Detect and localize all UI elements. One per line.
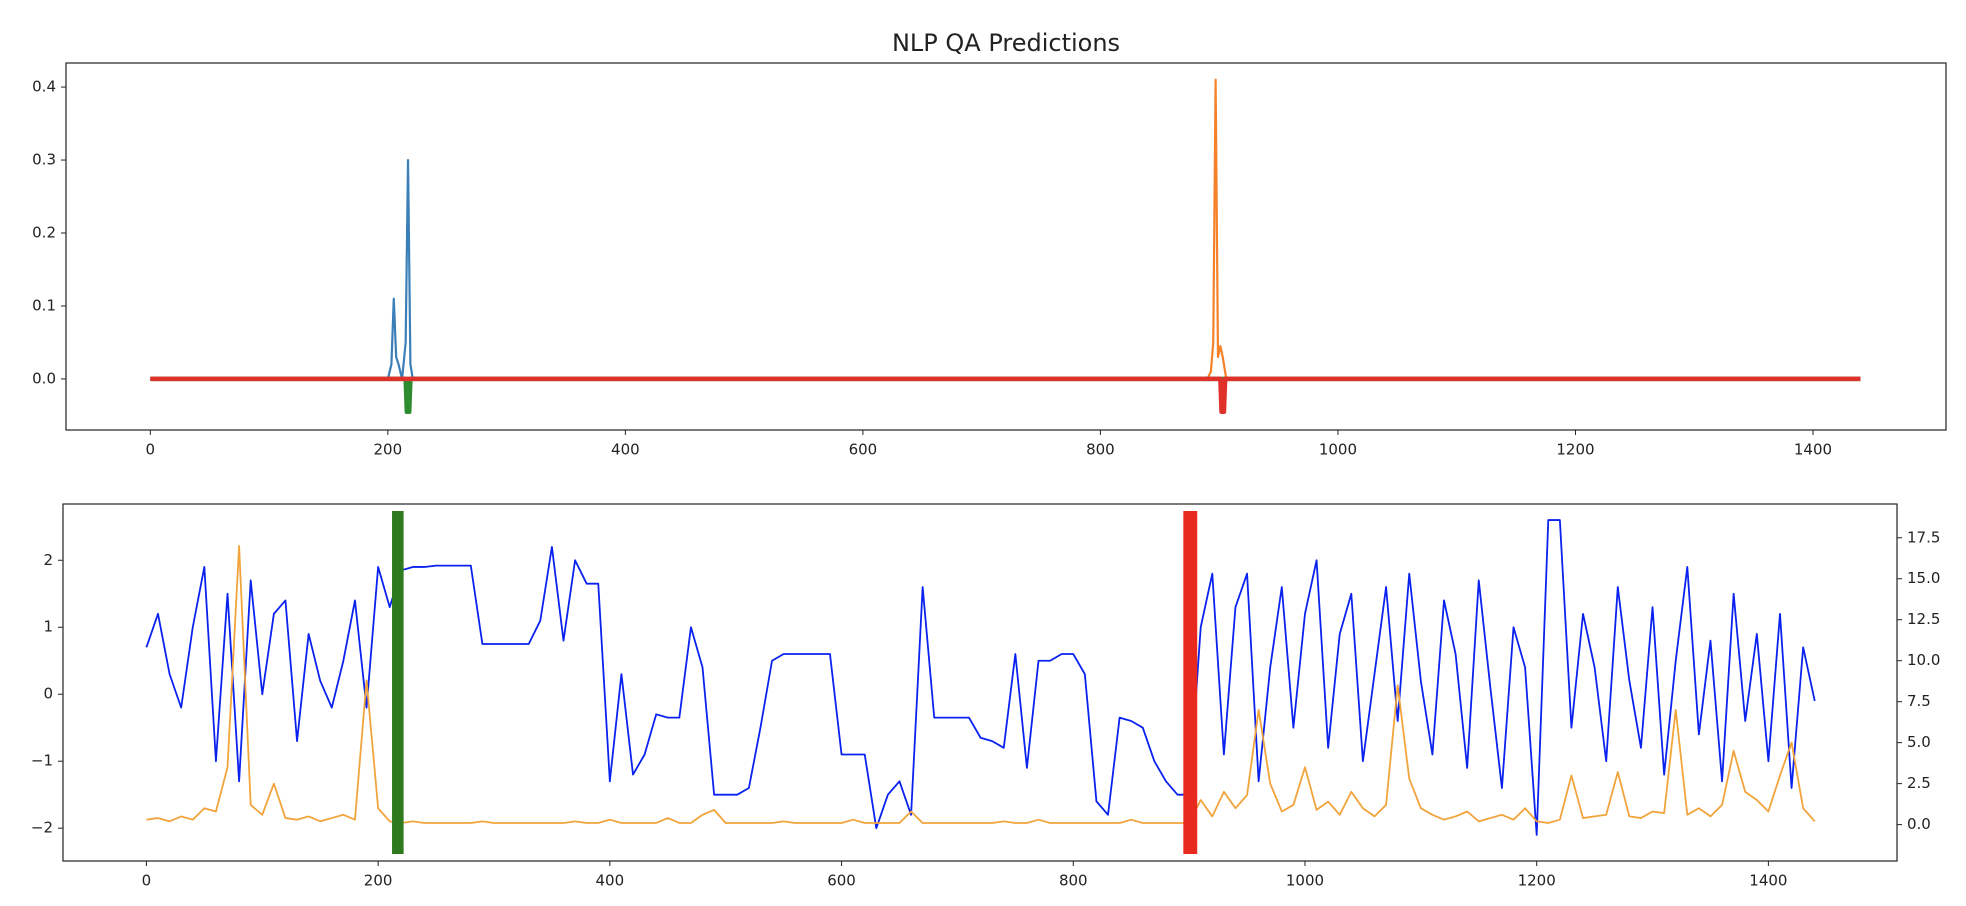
highlight-span — [1183, 511, 1198, 854]
highlight-span — [392, 511, 404, 854]
x-tick-label: 1400 — [1794, 441, 1832, 459]
y-tick-label: 0.3 — [32, 151, 56, 169]
y2-tick-label: 17.5 — [1907, 528, 1940, 546]
y2-tick-label: 7.5 — [1907, 692, 1931, 710]
plot-frame — [62, 503, 1898, 862]
y2-tick-label: 2.5 — [1907, 774, 1931, 792]
x-tick-label: 200 — [374, 441, 403, 459]
series-line — [150, 376, 1861, 415]
series-line — [146, 545, 1816, 824]
x-tick-label: 400 — [596, 872, 625, 890]
y-tick-label: 0.0 — [32, 369, 56, 387]
x-tick-label: 600 — [827, 872, 856, 890]
series-line — [150, 78, 1861, 381]
y-tick-label: 0.2 — [32, 224, 56, 242]
y-tick-label: 0.4 — [32, 78, 56, 96]
x-tick-label: 0 — [146, 441, 156, 459]
y2-tick-label: 10.0 — [1907, 651, 1940, 669]
y-tick-label: 0.1 — [32, 296, 56, 314]
y-tick-label: −1 — [31, 752, 53, 770]
x-tick-label: 400 — [611, 441, 640, 459]
x-tick-label: 1000 — [1286, 872, 1324, 890]
y-tick-label: 1 — [43, 618, 53, 636]
series-line — [145, 519, 1816, 836]
x-tick-label: 800 — [1059, 872, 1088, 890]
y-tick-label: −2 — [31, 819, 53, 837]
x-tick-label: 600 — [849, 441, 878, 459]
x-tick-label: 1400 — [1749, 872, 1787, 890]
x-tick-label: 0 — [142, 872, 152, 890]
y2-tick-label: 5.0 — [1907, 733, 1931, 751]
series-line — [150, 158, 1861, 381]
y2-tick-label: 0.0 — [1907, 815, 1931, 833]
x-tick-label: 1000 — [1319, 441, 1357, 459]
y2-tick-label: 12.5 — [1907, 610, 1940, 628]
chart-title: NLP QA Predictions — [892, 29, 1120, 57]
series-line — [150, 376, 1861, 415]
y-tick-label: 0 — [43, 685, 53, 703]
plot-frame — [65, 62, 1947, 431]
x-tick-label: 1200 — [1556, 441, 1594, 459]
y-tick-label: 2 — [43, 551, 53, 569]
x-tick-label: 200 — [364, 872, 393, 890]
x-tick-label: 1200 — [1518, 872, 1556, 890]
x-tick-label: 800 — [1086, 441, 1115, 459]
y2-tick-label: 15.0 — [1907, 569, 1940, 587]
